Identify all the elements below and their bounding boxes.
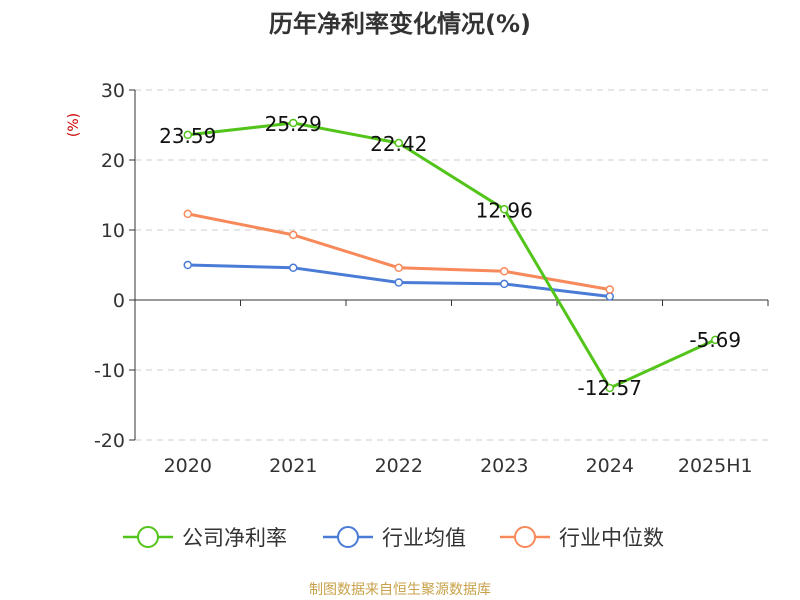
data-label: 23.59 [159, 124, 216, 148]
data-label: -12.57 [578, 376, 642, 400]
data-labels: 23.59 25.29 22.42 12.96 -12.57 -5.69 [159, 112, 741, 400]
y-tick-label: -20 [94, 430, 125, 452]
chart-title: 历年净利率变化情况(%) [269, 10, 531, 38]
legend-label: 行业中位数 [559, 526, 664, 550]
x-tick-label: 2020 [164, 455, 212, 477]
data-point [500, 267, 509, 276]
source-note: 制图数据来自恒生聚源数据库 [309, 582, 491, 598]
data-label: 12.96 [476, 198, 533, 222]
x-tick-label: 2023 [480, 455, 528, 477]
data-point [183, 130, 192, 140]
x-tick-label: 2022 [375, 455, 423, 477]
data-point [394, 278, 403, 287]
data-label: 25.29 [265, 112, 322, 136]
legend-label: 行业均值 [382, 526, 466, 550]
y-tick-label: 30 [101, 80, 125, 102]
data-point [500, 279, 509, 289]
legend-label: 公司净利率 [182, 526, 287, 550]
y-tick-label: -10 [94, 360, 125, 382]
data-point [183, 260, 192, 270]
data-point [605, 292, 614, 301]
legend-marker [137, 526, 159, 548]
data-point [289, 118, 298, 128]
legend: 公司净利率 行业均值 行业中位数 [123, 526, 664, 550]
x-tick-label: 2025H1 [678, 455, 753, 477]
x-tick-label: 2021 [269, 455, 317, 477]
y-tick-label: 0 [113, 290, 125, 312]
y-axis-label: (%) [66, 113, 82, 137]
data-point [605, 285, 614, 294]
axes: 30 20 10 0 -10 -20 2020 2021 2022 2023 2024 2025H1 [94, 80, 769, 477]
data-point [289, 263, 298, 273]
data-label: 22.42 [370, 132, 427, 156]
data-point [183, 209, 192, 219]
y-tick-label: 10 [101, 220, 125, 242]
y-tick-label: 20 [101, 150, 125, 172]
data-label: -5.69 [689, 328, 741, 352]
data-point [289, 230, 298, 240]
series-line [187, 121, 716, 390]
data-point [500, 205, 509, 214]
data-point [711, 335, 720, 345]
data-point [394, 138, 403, 148]
legend-marker [514, 526, 536, 548]
data-point [605, 383, 614, 393]
data-point [394, 263, 403, 273]
legend-marker [337, 526, 359, 548]
series-lines [183, 118, 720, 393]
x-tick-label: 2024 [586, 455, 634, 477]
